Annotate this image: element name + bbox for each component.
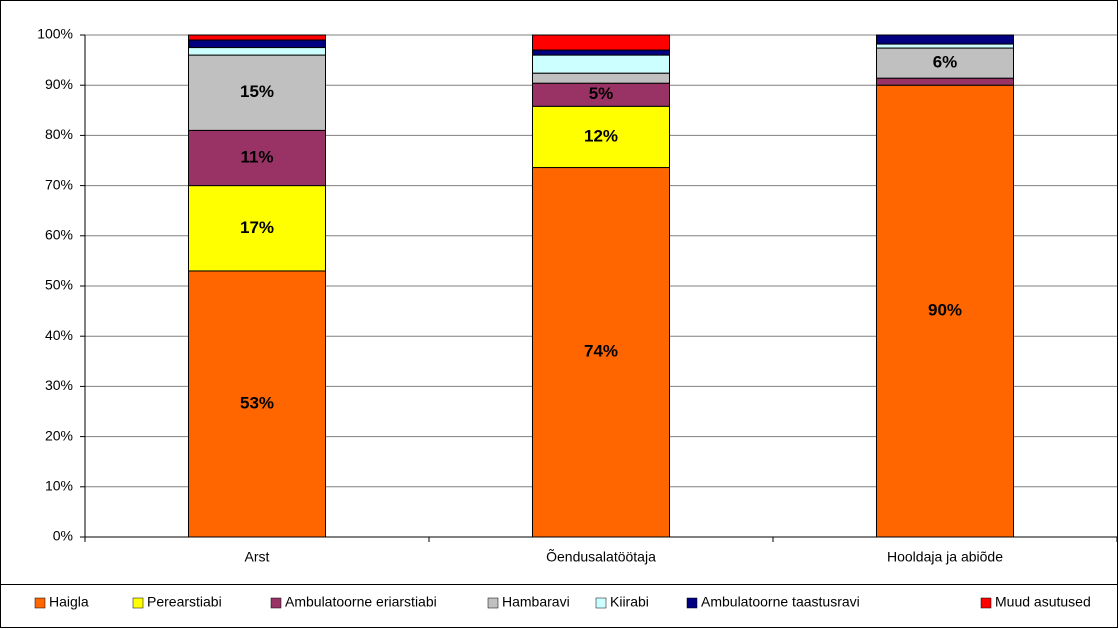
y-tick-label: 10% <box>45 478 73 494</box>
legend-swatch <box>270 597 282 609</box>
y-tick-label: 40% <box>45 327 73 343</box>
legend-label: Hambaravi <box>502 594 570 610</box>
data-label: 17% <box>240 218 274 237</box>
bar-segment <box>188 54 326 131</box>
legend-swatch <box>980 597 992 609</box>
bar-segment <box>188 34 326 41</box>
legend-label: Haigla <box>49 594 89 610</box>
y-tick-label: 100% <box>37 26 73 42</box>
data-label: 53% <box>240 393 274 412</box>
x-tick-label: Arst <box>245 549 270 565</box>
bar-segment <box>188 47 326 56</box>
data-label: 11% <box>240 147 273 166</box>
y-tick-label: 80% <box>45 126 73 142</box>
legend-label: Kiirabi <box>610 594 649 610</box>
legend-swatch <box>487 597 499 609</box>
bar-segment <box>876 34 1014 45</box>
legend-label: Perearstiabi <box>147 594 222 610</box>
y-tick-label: 70% <box>45 176 73 192</box>
data-label: 90% <box>928 301 962 320</box>
bar-segment <box>876 43 1014 49</box>
legend-label: Muud asutused <box>995 594 1091 610</box>
data-label: 74% <box>584 342 618 361</box>
bar-segment <box>532 54 670 74</box>
y-tick-label: 60% <box>45 227 73 243</box>
data-label: 6% <box>933 53 958 72</box>
x-tick-label: Õendusalatöötaja <box>546 549 656 565</box>
y-tick-label: 90% <box>45 76 73 92</box>
bar-segment <box>188 185 326 272</box>
bar-segment <box>532 49 670 56</box>
legend-swatch <box>34 597 46 609</box>
bar-segment <box>188 270 326 538</box>
legend-swatch <box>132 597 144 609</box>
legend-swatch <box>686 597 698 609</box>
bar-segment <box>532 34 670 51</box>
bar-segment <box>532 167 670 538</box>
legend-label: Ambulatoorne eriarstiabi <box>285 594 437 610</box>
data-label: 12% <box>584 126 618 145</box>
bar-segment <box>876 77 1014 86</box>
y-tick-label: 20% <box>45 427 73 443</box>
y-tick-label: 0% <box>53 528 73 544</box>
data-label: 5% <box>589 84 614 103</box>
bar-segment <box>876 84 1014 538</box>
bar-segment <box>532 105 670 169</box>
bar-segment <box>876 47 1014 79</box>
data-label: 15% <box>240 82 274 101</box>
y-tick-label: 30% <box>45 377 73 393</box>
legend-label: Ambulatoorne taastusravi <box>701 594 860 610</box>
x-tick-label: Hooldaja ja abiõde <box>887 549 1003 565</box>
bar-segment <box>532 72 670 84</box>
y-tick-label: 50% <box>45 277 73 293</box>
bar-segment <box>188 39 326 49</box>
legend-swatch <box>595 597 607 609</box>
